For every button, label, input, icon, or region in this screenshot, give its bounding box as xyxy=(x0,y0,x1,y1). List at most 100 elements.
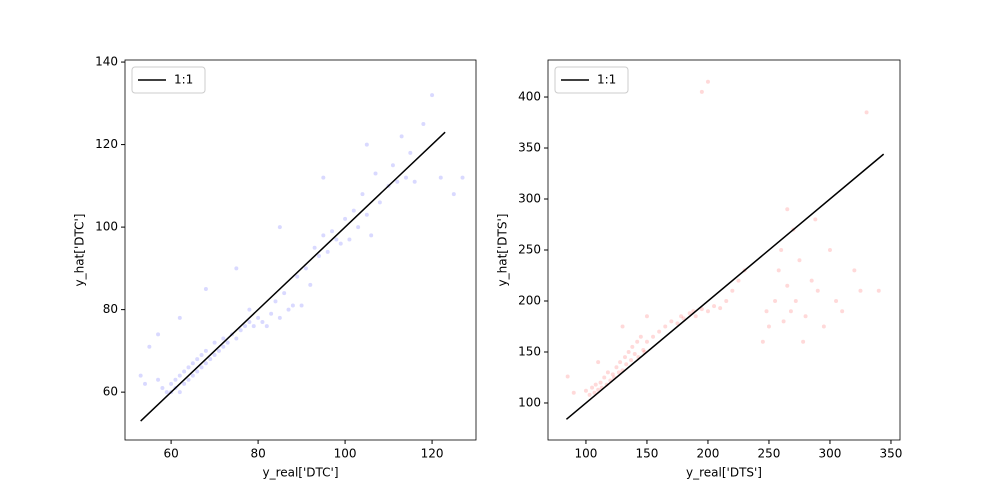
scatter-point xyxy=(779,248,784,252)
scatter-point xyxy=(282,291,287,296)
scatter-point xyxy=(565,374,570,379)
scatter-point xyxy=(356,225,361,230)
legend-label: 1:1 xyxy=(597,73,616,87)
scatter-point xyxy=(177,315,182,320)
scatter-point xyxy=(199,365,204,370)
x-tick-label: 300 xyxy=(819,447,842,461)
scatter-point xyxy=(803,314,808,319)
scatter-point xyxy=(598,380,603,385)
scatter-point xyxy=(182,369,187,374)
scatter-point xyxy=(203,286,208,291)
scatter-point xyxy=(203,361,208,366)
scatter-point xyxy=(624,362,629,367)
y-tick-label: 120 xyxy=(95,137,118,151)
scatter-point xyxy=(421,121,426,126)
legend-box xyxy=(131,66,206,94)
scatter-point xyxy=(143,381,148,386)
scatter-point xyxy=(614,365,619,370)
scatter-point xyxy=(408,150,413,155)
scatter-point xyxy=(373,171,378,176)
scatter-point xyxy=(730,288,735,293)
legend-box xyxy=(554,66,629,94)
y-tick-label: 80 xyxy=(103,302,118,316)
scatter-point xyxy=(303,266,308,271)
scatter-point xyxy=(705,79,710,84)
scatter-point xyxy=(234,266,239,271)
scatter-point xyxy=(312,245,317,250)
scatter-point xyxy=(626,349,631,354)
x-tick-label: 250 xyxy=(758,447,781,461)
scatter-point xyxy=(785,207,790,212)
scatter-point xyxy=(321,233,326,238)
scatter-point xyxy=(766,324,771,329)
scatter-point xyxy=(338,241,343,246)
scatter-point xyxy=(596,360,601,365)
scatter-point xyxy=(177,390,182,395)
scatter-point xyxy=(781,319,786,324)
scatter-point xyxy=(277,225,282,230)
scatter-point xyxy=(718,306,723,311)
scatter-point xyxy=(347,237,352,242)
scatter-point xyxy=(403,175,408,180)
scatter-point xyxy=(264,324,269,329)
scatter-point xyxy=(412,179,417,184)
scatter-point xyxy=(299,303,304,308)
scatter-point xyxy=(186,365,191,370)
scatter-point xyxy=(622,355,627,360)
x-tick-label: 200 xyxy=(697,447,720,461)
scatter-point xyxy=(260,319,265,324)
scatter-point xyxy=(156,332,161,337)
scatter-point xyxy=(864,110,869,115)
scatter-point xyxy=(177,373,182,378)
scatter-point xyxy=(681,316,686,321)
scatter-point xyxy=(460,175,465,180)
scatter-point xyxy=(212,353,217,358)
scatter-point xyxy=(277,315,282,320)
scatter-point xyxy=(308,282,313,287)
scatter-point xyxy=(316,253,321,258)
scatter-point xyxy=(788,309,793,314)
axes-frame xyxy=(547,59,901,441)
axes-frame xyxy=(124,59,477,441)
x-tick-label: 100 xyxy=(574,447,597,461)
scatter-point xyxy=(852,268,857,273)
scatter-point xyxy=(430,93,435,98)
scatter-point xyxy=(360,192,365,197)
y-tick-label: 250 xyxy=(518,243,541,257)
scatter-point xyxy=(208,357,213,362)
scatter-point xyxy=(712,304,717,309)
scatter-point xyxy=(813,217,818,222)
scatter-point xyxy=(618,360,623,365)
scatter-point xyxy=(295,274,300,279)
scatter-point xyxy=(286,307,291,312)
scatter-point xyxy=(858,288,863,293)
scatter-point xyxy=(571,390,576,395)
scatter-point xyxy=(596,387,601,392)
scatter-point xyxy=(644,314,649,319)
legend-label: 1:1 xyxy=(174,73,193,87)
scatter-point xyxy=(247,319,252,324)
x-tick-label: 350 xyxy=(880,447,903,461)
scatter-point xyxy=(216,348,221,353)
x-tick-label: 150 xyxy=(635,447,658,461)
scatter-point xyxy=(199,353,204,358)
scatter-point xyxy=(238,328,243,333)
scatter-point xyxy=(169,381,174,386)
scatter-point xyxy=(190,373,195,378)
x-axis-label: y_real['DTS'] xyxy=(686,466,762,480)
x-tick-label: 100 xyxy=(334,447,357,461)
scatter-point xyxy=(724,298,729,303)
scatter-point xyxy=(438,175,443,180)
scatter-point xyxy=(364,142,369,147)
scatter-point xyxy=(801,339,806,344)
scatter-point xyxy=(699,307,704,312)
y-tick-label: 100 xyxy=(518,395,541,409)
scatter-point xyxy=(616,370,621,375)
y-tick-label: 200 xyxy=(518,293,541,307)
scatter-point xyxy=(687,311,692,316)
scatter-point xyxy=(651,334,656,339)
reference-line xyxy=(565,153,885,420)
y-tick-label: 300 xyxy=(518,192,541,206)
scatter-point xyxy=(663,324,668,329)
